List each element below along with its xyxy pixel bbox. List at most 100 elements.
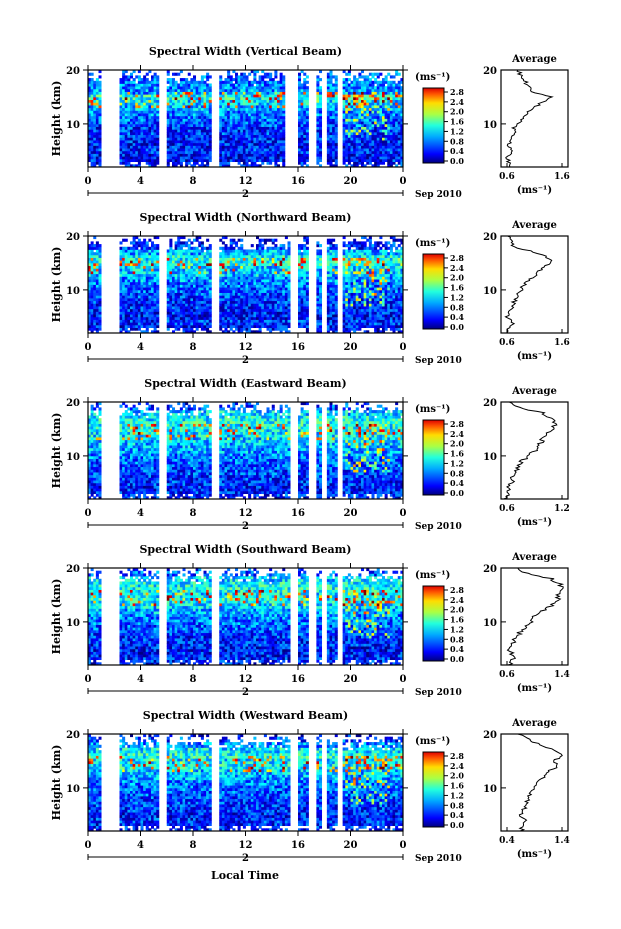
heatmap-cell [258,126,262,130]
heatmap-cell [229,80,233,84]
heatmap-cell [132,153,136,157]
heatmap-cell [187,276,191,280]
heatmap-cell [282,80,286,84]
heatmap-cell [224,271,228,275]
heatmap-cell [193,289,197,293]
heatmap-cell [208,145,212,149]
heatmap-cell [206,306,210,310]
heatmap-cell [274,126,278,130]
heatmap-cell [269,96,273,101]
heatmap-cell [153,158,157,163]
heatmap-cell [151,75,155,79]
heatmap-cell [177,281,181,285]
heatmap-cell [227,303,231,307]
heatmap-cell [326,115,330,119]
heatmap-cell [282,102,286,106]
heatmap-cell [208,83,212,87]
heatmap-cell [353,102,357,106]
heatmap-cell [269,107,273,111]
heatmap-cell [358,91,362,95]
heatmap-cell [90,158,94,163]
heatmap-cell [319,91,323,95]
heatmap-cell [224,94,228,98]
heatmap-cell [143,297,147,302]
heatmap-cell [266,72,270,76]
heatmap-cell [148,110,152,114]
heatmap-cell [235,96,239,101]
heatmap-cell [358,96,362,101]
heatmap-cell [135,316,139,320]
heatmap-cell [93,142,97,146]
heatmap-cell [198,252,202,256]
heatmap-cell [248,113,252,117]
heatmap-cell [156,118,160,122]
heatmap-cell [300,134,304,138]
heatmap-cell [242,148,246,152]
heatmap-cell [172,110,176,114]
heatmap-cell [151,316,155,320]
heatmap-cell [277,145,281,149]
heatmap-cell [248,316,252,320]
heatmap-cell [250,257,254,261]
heatmap-cell [156,306,160,310]
heatmap-cell [174,295,178,299]
x-tick-label: 0 [85,176,92,187]
heatmap-cell [166,295,170,299]
heatmap-cell [279,123,283,127]
heatmap-cell [156,324,160,329]
heatmap-cell [156,254,160,258]
heatmap-cell [187,314,191,318]
heatmap-cell [182,158,186,163]
heatmap-cell [143,284,147,288]
heatmap-cell [88,72,92,76]
heatmap-cell [206,78,210,82]
heatmap-cell [235,252,239,256]
heatmap-cell [153,123,157,127]
heatmap-cell [371,118,375,122]
heatmap-cell [232,287,236,291]
heatmap-cell [376,99,380,103]
heatmap-cell [235,273,239,277]
heatmap-cell [187,105,191,109]
heatmap-cell [145,86,149,90]
heatmap-cell [153,102,157,106]
heatmap-cell [198,126,202,130]
heatmap-cell [200,75,204,79]
heatmap-cell [177,153,181,157]
heatmap-cell [195,158,199,163]
heatmap-cell [93,107,97,111]
heatmap-cell [363,105,367,109]
heatmap-cell [256,300,260,304]
heatmap-cell [132,131,136,136]
heatmap-cell [263,91,267,95]
heatmap-cell [174,150,178,154]
heatmap-cell [245,265,249,269]
heatmap-cell [185,164,189,168]
heatmap-cell [98,118,102,122]
heatmap-cell [397,134,401,138]
heatmap-cell [132,238,136,242]
heatmap-cell [148,262,152,267]
heatmap-cell [140,297,144,302]
heatmap-cell [221,105,225,109]
heatmap-cell [227,322,231,326]
heatmap-cell [119,99,123,103]
heatmap-cell [203,319,207,323]
heatmap-cell [93,316,97,320]
heatmap-cell [274,118,278,122]
heatmap-cell [135,324,139,329]
heatmap-cell [237,88,241,92]
heatmap-cell [303,150,307,154]
heatmap-cell [242,300,246,304]
heatmap-cell [151,134,155,138]
heatmap-cell [384,156,388,160]
heatmap-cell [305,148,309,152]
heatmap-cell [250,115,254,119]
heatmap-cell [400,148,404,152]
heatmap-cell [266,327,270,331]
heatmap-cell [193,115,197,119]
heatmap-cell [135,110,139,114]
heatmap-cell [124,284,128,288]
heatmap-cell [130,284,134,288]
heatmap-cell [190,148,194,152]
